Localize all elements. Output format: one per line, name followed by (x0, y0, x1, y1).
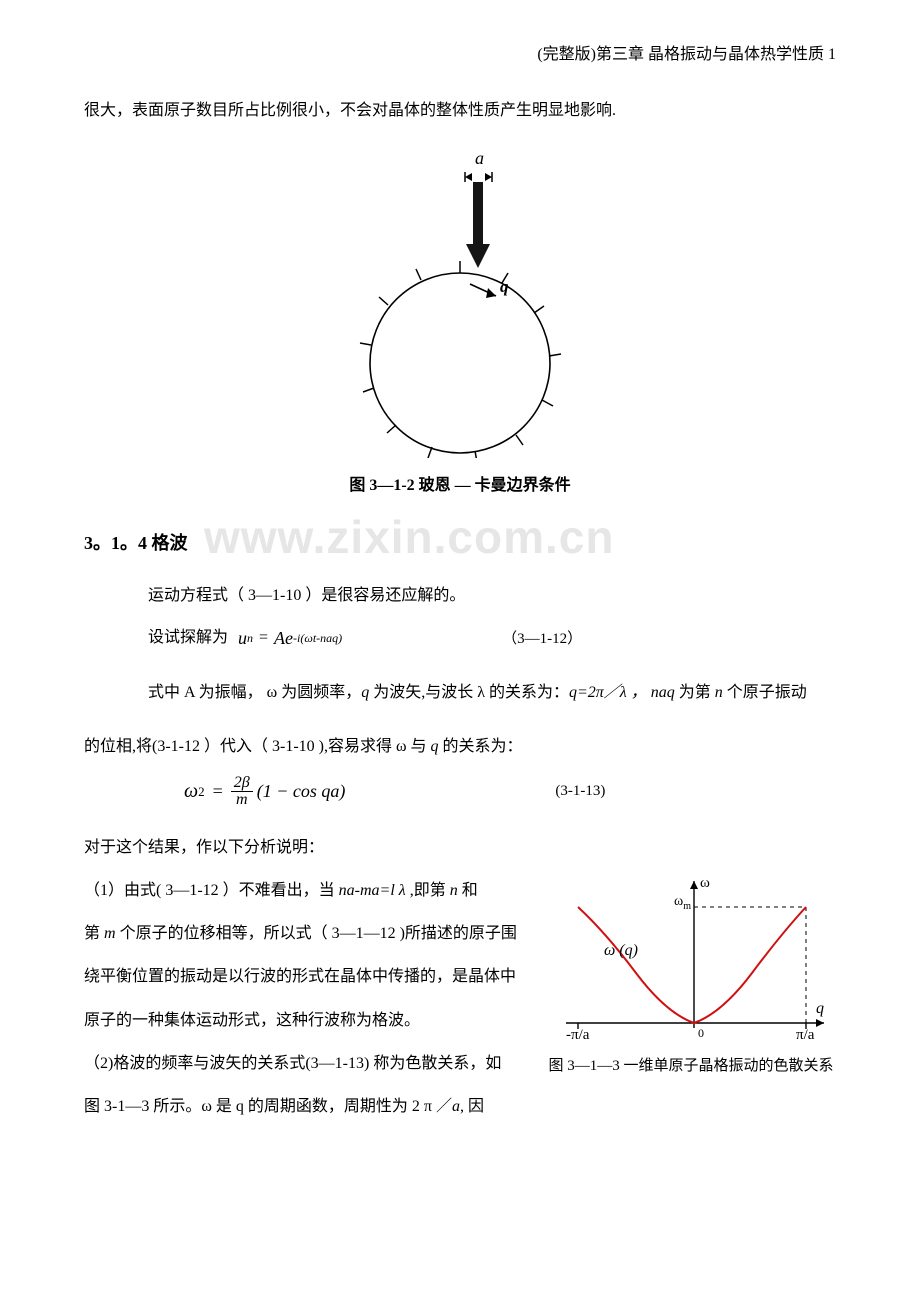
equation-3-1-13: ω 2 = 2β m (1 − cos qa) (3-1-13) (148, 767, 836, 815)
p6b: 个原子的位移相等，所以式（ 3—1—12 )所描述的原子围 (116, 925, 517, 942)
fig1-q-label: q (500, 277, 509, 296)
watermark: www.zixin.com.cn (204, 517, 614, 557)
eq13-frac: 2β m (231, 775, 253, 808)
eq12-lhs: u (238, 617, 247, 660)
page-header: (完整版)第三章 晶格振动与晶体热学性质 1 (84, 40, 836, 64)
p10a: a (452, 1098, 460, 1115)
p2d: q=2π／λ ， naq (569, 684, 675, 701)
section-number: 3。1。4 格波 (84, 533, 188, 553)
p2e: 为第 (675, 684, 715, 701)
p6a: m (104, 925, 116, 942)
para-2: 式中 A 为振幅， ω 为圆频率，q 为波矢,与波长 λ 的关系为：q=2π／λ… (84, 672, 836, 714)
fig2-zero: 0 (698, 1026, 704, 1040)
fig2-xr: π/a (796, 1027, 815, 1043)
p3-q: q (431, 738, 439, 755)
para-1: 运动方程式（ 3—1-10 ）是很容易还应解的。 (84, 575, 836, 617)
p5: （1）由式( 3—1-12 ）不难看出，当 (84, 882, 339, 899)
figure-1-caption: 图 3—1-2 玻恩 — 卡曼边界条件 (84, 471, 836, 495)
fig2-omega-q: ω (q) (604, 942, 638, 959)
p10: 图 3-1—3 所示。ω 是 q 的周期函数，周期性为 2 π ／ (84, 1098, 452, 1115)
figure-1-svg: a (310, 148, 610, 458)
p2g: 个原子振动 (723, 684, 807, 701)
eq13-number: (3-1-13) (555, 773, 605, 809)
p2a: 式中 A 为振幅， ω 为圆频率， (148, 684, 361, 701)
p5b: ,即第 (406, 882, 450, 899)
fig2-omega-m: ωm (674, 894, 691, 912)
section-heading: www.zixin.com.cn 3。1。4 格波 (84, 523, 836, 563)
eq12-number: （3—1-12） (502, 621, 582, 657)
fig2-omega: ω (700, 875, 710, 891)
fig2-xl: -π/a (566, 1027, 590, 1043)
p5c: n (450, 882, 458, 899)
fig2-q: q (816, 1000, 824, 1017)
p5a: na-ma=l λ (339, 882, 406, 899)
p6: 第 (84, 925, 104, 942)
para-3: 的位相,将(3-1-12 ）代入（ 3-1-10 ),容易求得 ω 与 q 的关… (84, 726, 836, 768)
eq12-exp: -i(ωt-naq) (293, 624, 342, 653)
eq13-rhs: (1 − cos qa) (253, 770, 346, 813)
fig1-a-label: a (475, 148, 484, 168)
p10b: , 因 (460, 1098, 484, 1115)
para-4: 对于这个结果，作以下分析说明： (84, 827, 836, 869)
p3a-text: 的位相,将(3-1-12 ）代入（ 3-1-10 ),容易求得 ω 与 (84, 738, 431, 755)
p3b-text: 的关系为： (439, 738, 523, 755)
eq12-label: 设试探解为 (148, 619, 228, 657)
eq13-den: m (233, 792, 251, 808)
body-first-line: 很大，表面原子数目所占比例很小，不会对晶体的整体性质产生明显地影响. (84, 92, 836, 130)
figure-1: a (84, 148, 836, 463)
figure-2-caption: 图 3—1—3 一维单原子晶格振动的色散关系 (546, 1054, 836, 1078)
eq12-e: e (285, 617, 293, 660)
eq13-omega: ω (184, 767, 198, 815)
p2c: 为波矢,与波长 λ 的关系为： (369, 684, 569, 701)
equation-3-1-12: 设试探解为 u n = A e -i(ωt-naq) （3—1-12） (148, 617, 836, 660)
p2f: n (715, 684, 723, 701)
figure-2-svg: ω ωm ω (q) q 0 -π/a π/a (546, 873, 836, 1043)
figure-2: ω ωm ω (q) q 0 -π/a π/a 图 3—1—3 一维单原子晶格振… (546, 873, 836, 1078)
p5d: 和 (458, 882, 478, 899)
para-10: 图 3-1—3 所示。ω 是 q 的周期函数，周期性为 2 π ／a, 因 (84, 1085, 836, 1128)
eq12-A: A (274, 617, 285, 660)
eq13-num: 2β (231, 775, 253, 792)
